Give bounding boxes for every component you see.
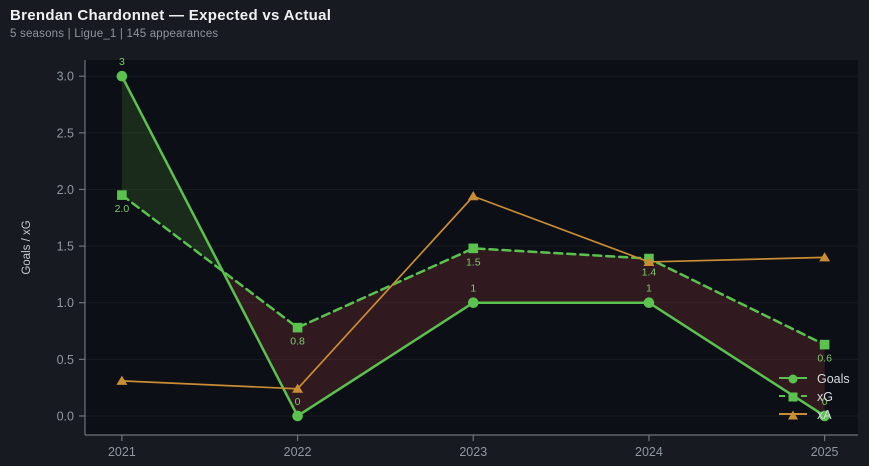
y-tick-label: 3.0: [57, 70, 74, 84]
xa-marker: [643, 256, 655, 266]
x-tick-label: 2025: [811, 445, 839, 459]
legend-label-goals: Goals: [817, 372, 850, 386]
chart-subtitle: 5 seasons | Ligue_1 | 145 appearances: [10, 28, 219, 40]
legend: Goals xG xA: [779, 370, 850, 424]
triangle-marker-icon: [788, 410, 798, 420]
xg-marker: [117, 190, 127, 200]
xg-marker: [819, 339, 830, 350]
legend-label-xa: xA: [817, 408, 832, 422]
data-label: 1: [646, 283, 652, 295]
xa-marker: [819, 252, 831, 262]
chart-title: Brendan Chardonnet — Expected vs Actual: [10, 7, 332, 24]
x-tick-label: 2022: [284, 445, 312, 459]
data-label: 0.8: [290, 336, 305, 348]
data-label: 3: [119, 56, 125, 68]
goals-marker: [467, 297, 479, 309]
xg-line: [120, 193, 826, 346]
xg-marker: [468, 243, 479, 254]
legend-item-xg: xG: [779, 388, 850, 406]
data-label: 0.6: [817, 353, 832, 365]
xa-marker: [467, 191, 479, 201]
xa-marker: [116, 375, 128, 385]
y-tick-label: 0.5: [57, 353, 74, 367]
x-tick-label: 2023: [459, 445, 487, 459]
y-axis-label: Goals / xG: [21, 220, 33, 274]
underperformance-fill: [222, 248, 825, 416]
goals-marker: [819, 410, 830, 422]
data-label: 0: [295, 396, 301, 408]
goals-marker: [116, 70, 128, 82]
goals-marker: [643, 297, 655, 309]
x-tick-label: 2024: [635, 445, 663, 459]
y-tick-label: 1.0: [57, 296, 74, 310]
y-tick-label: 0.0: [57, 409, 74, 423]
xg-line-sample: [779, 391, 807, 403]
legend-item-goals: Goals: [779, 370, 850, 388]
xa-marker: [292, 383, 304, 393]
circle-marker-icon: [788, 374, 798, 384]
chart-header: Brendan Chardonnet — Expected vs Actual …: [10, 7, 331, 40]
y-tick-label: 2.0: [57, 183, 74, 197]
xg-marker: [292, 322, 303, 333]
x-tick-label: 2021: [108, 445, 136, 459]
y-tick-label: 1.5: [57, 240, 74, 254]
goals-line-sample: [779, 373, 807, 385]
goals-marker: [292, 410, 303, 422]
data-label: 2.0: [115, 203, 130, 215]
data-label: 1.5: [466, 256, 481, 268]
square-marker-icon: [788, 392, 798, 402]
data-label: 0: [822, 396, 828, 408]
y-tick-label: 2.5: [57, 126, 74, 140]
legend-label-xg: xG: [817, 390, 833, 404]
xa-line-sample: [779, 409, 807, 421]
legend-item-xa: xA: [779, 406, 850, 424]
data-label: 1: [470, 283, 476, 295]
data-label: 1.4: [642, 267, 657, 279]
